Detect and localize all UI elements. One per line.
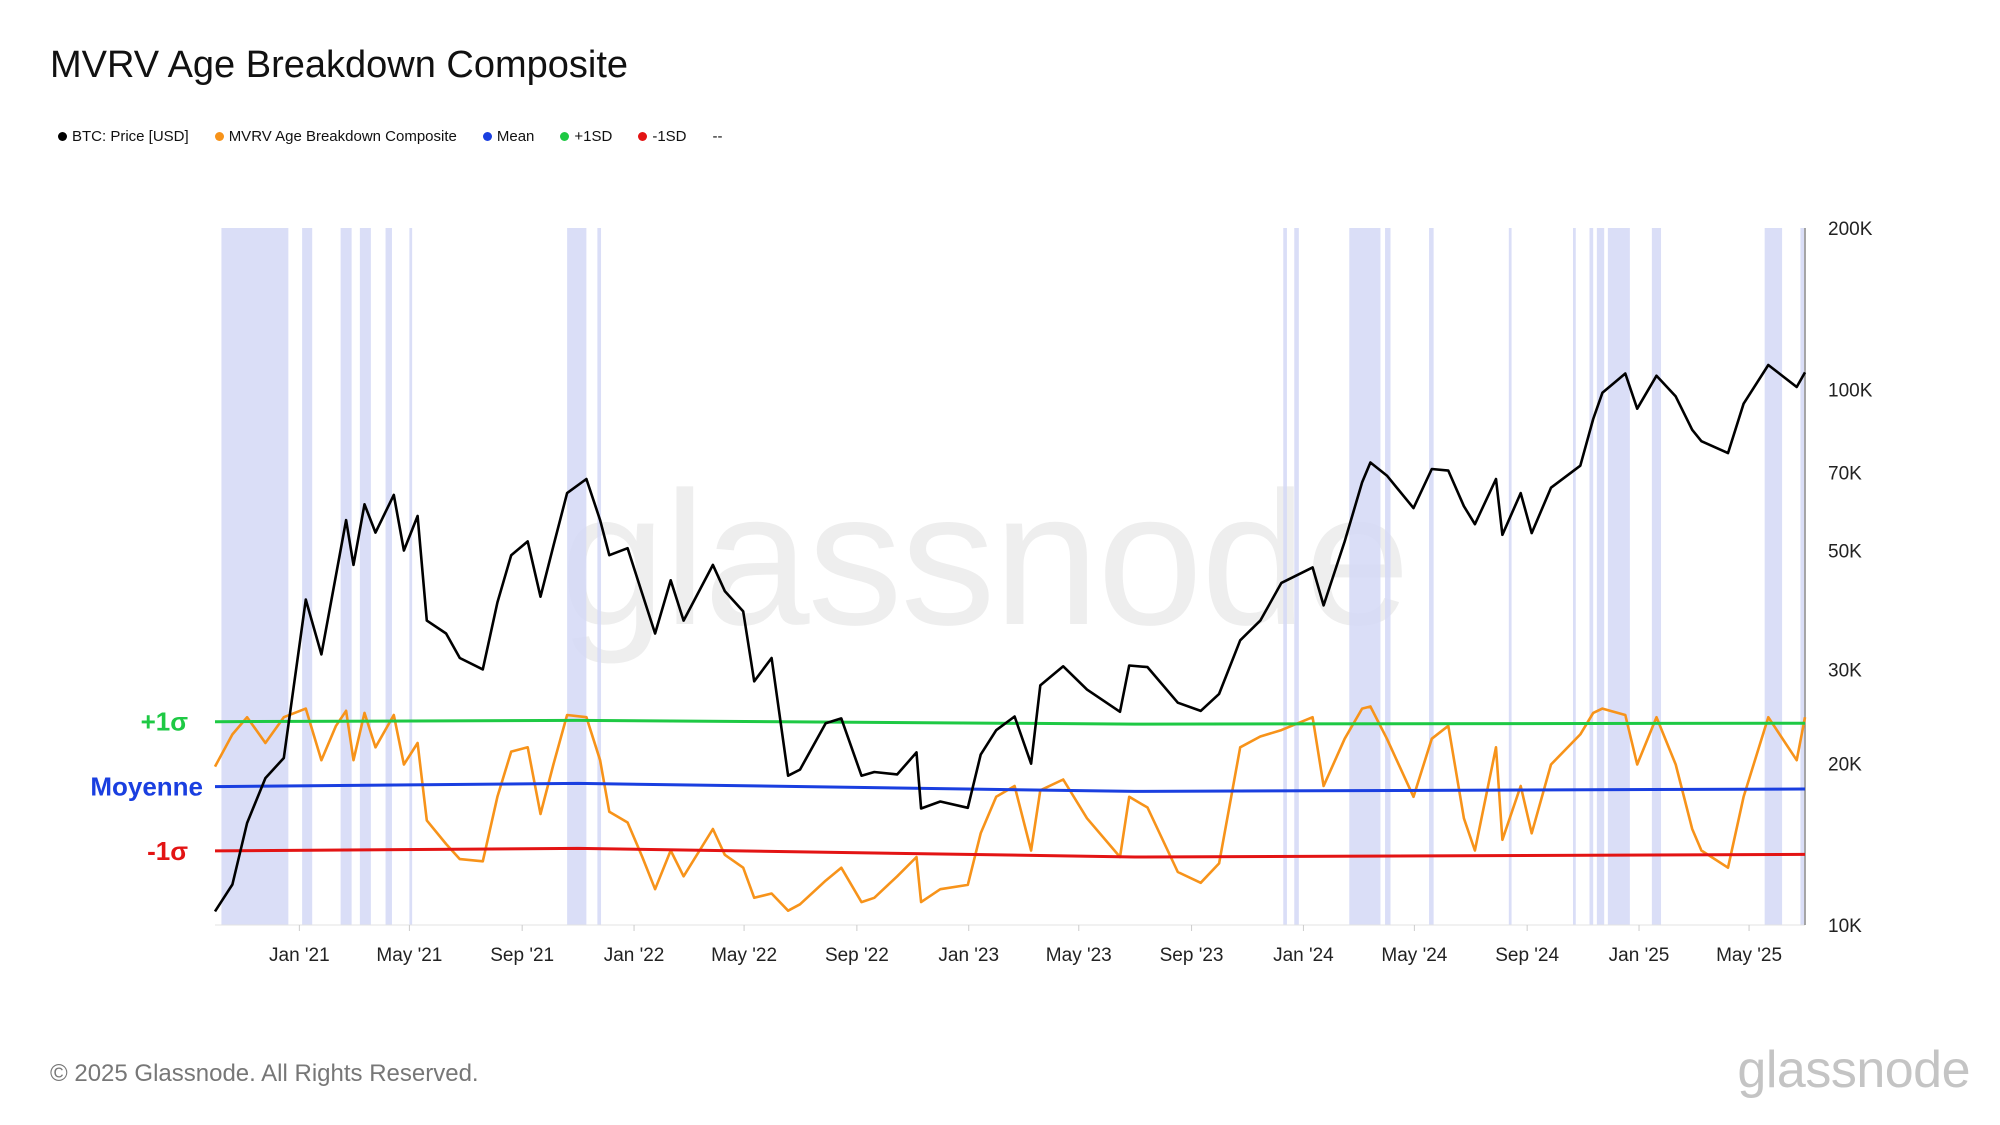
highlight-band bbox=[1651, 228, 1662, 925]
highlight-band bbox=[221, 228, 289, 925]
legend-item-mean[interactable]: Mean bbox=[482, 128, 535, 145]
highlight-band bbox=[567, 228, 587, 925]
legend-label: MVRV Age Breakdown Composite bbox=[228, 128, 457, 145]
x-tick-label: Sep '21 bbox=[490, 945, 554, 966]
highlight-band bbox=[597, 228, 602, 925]
highlight-band bbox=[1283, 228, 1287, 925]
x-tick-label: May '23 bbox=[1046, 945, 1112, 966]
highlight-band bbox=[1596, 228, 1605, 925]
y-tick-label: 50K bbox=[1828, 542, 1862, 563]
legend-item-composite[interactable]: MVRV Age Breakdown Composite bbox=[214, 128, 457, 145]
x-tick-label: Sep '23 bbox=[1160, 945, 1224, 966]
mean-label: Moyenne bbox=[90, 772, 203, 802]
legend-dot-icon bbox=[482, 132, 492, 141]
x-tick-label: May '21 bbox=[376, 945, 442, 966]
legend-item-minus-1sd[interactable]: -1SD bbox=[638, 128, 687, 145]
legend-label: BTC: Price [USD] bbox=[72, 128, 189, 145]
plus-sigma-label: +1σ bbox=[141, 707, 189, 737]
x-tick-label: Jan '21 bbox=[269, 945, 330, 966]
highlight-band bbox=[1764, 228, 1783, 925]
legend-label: -1SD bbox=[652, 128, 687, 145]
legend-item-plus-1sd[interactable]: +1SD bbox=[560, 128, 612, 145]
x-tick-label: Jan '24 bbox=[1273, 945, 1334, 966]
x-tick-label: May '24 bbox=[1381, 945, 1447, 966]
highlight-band bbox=[385, 228, 392, 925]
copyright-footer: © 2025 Glassnode. All Rights Reserved. bbox=[50, 1060, 479, 1087]
y-tick-label: 100K bbox=[1828, 380, 1873, 401]
x-tick-label: Jan '25 bbox=[1609, 945, 1670, 966]
highlight-band bbox=[409, 228, 413, 925]
composite-series-line bbox=[213, 705, 1807, 912]
x-tick-label: May '25 bbox=[1716, 945, 1782, 966]
watermark: glassnode bbox=[560, 453, 1410, 665]
x-tick-label: May '22 bbox=[711, 945, 777, 966]
glassnode-logo: glassnode bbox=[1737, 1041, 1970, 1099]
legend-dot-icon bbox=[58, 132, 67, 141]
x-tick-label: Jan '23 bbox=[938, 945, 999, 966]
highlight-band bbox=[1607, 228, 1630, 925]
x-tick-label: Jan '22 bbox=[604, 945, 665, 966]
legend-label: +1SD bbox=[574, 128, 613, 145]
chart-title: MVRV Age Breakdown Composite bbox=[50, 44, 629, 86]
highlight-band bbox=[340, 228, 352, 925]
highlight-band bbox=[359, 228, 371, 925]
x-tick-label: Sep '24 bbox=[1495, 945, 1559, 966]
legend-dot-icon bbox=[560, 132, 570, 141]
legend-dot-icon bbox=[638, 132, 648, 141]
highlight-band bbox=[1508, 228, 1512, 925]
minus-sigma-label: -1σ bbox=[147, 836, 188, 866]
y-tick-label: 20K bbox=[1828, 755, 1862, 776]
y-tick-label: 70K bbox=[1828, 463, 1862, 484]
legend-item-dash[interactable]: -- bbox=[713, 128, 723, 145]
legend: BTC: Price [USD] MVRV Age Breakdown Comp… bbox=[58, 128, 723, 145]
highlight-band bbox=[1349, 228, 1381, 925]
mean-line bbox=[214, 781, 1806, 793]
y-tick-label: 10K bbox=[1828, 916, 1862, 937]
plus-1sd-line bbox=[214, 718, 1806, 726]
y-tick-label: 200K bbox=[1828, 219, 1873, 240]
highlight-band bbox=[1429, 228, 1434, 925]
highlight-band bbox=[1800, 228, 1805, 925]
highlight-band bbox=[1573, 228, 1576, 925]
highlight-band bbox=[302, 228, 313, 925]
highlight-band bbox=[1589, 228, 1594, 925]
legend-dot-icon bbox=[214, 132, 224, 141]
x-tick-label: Sep '22 bbox=[825, 945, 889, 966]
minus-1sd-line bbox=[214, 846, 1806, 859]
highlight-band bbox=[1385, 228, 1391, 925]
legend-label: Mean bbox=[496, 128, 535, 145]
y-tick-label: 30K bbox=[1828, 660, 1862, 681]
legend-label: -- bbox=[712, 128, 723, 145]
btc-price-line bbox=[213, 363, 1807, 913]
legend-item-btc-price[interactable]: BTC: Price [USD] bbox=[58, 128, 189, 145]
